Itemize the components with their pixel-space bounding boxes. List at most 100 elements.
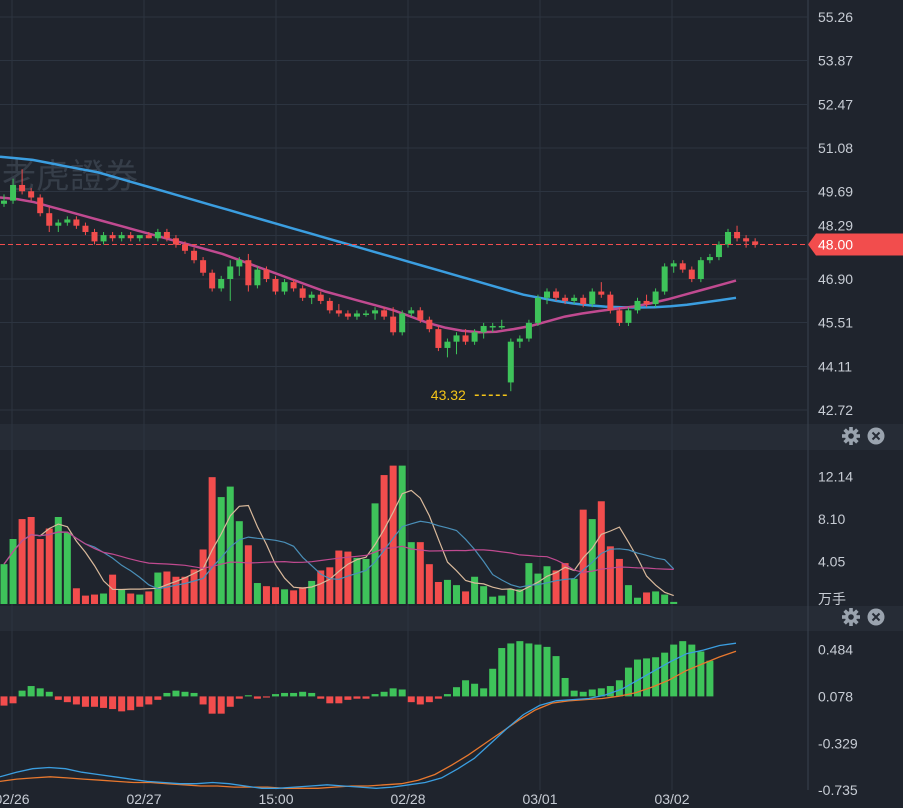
candle bbox=[489, 322, 496, 333]
volume-close-icon[interactable] bbox=[867, 427, 885, 445]
volume-bar bbox=[145, 591, 153, 604]
candle bbox=[182, 241, 188, 254]
volume-settings-gear-icon[interactable] bbox=[842, 427, 860, 445]
volume-bar bbox=[208, 477, 216, 604]
candle bbox=[589, 288, 596, 308]
volume-bar bbox=[136, 594, 144, 604]
candle-body bbox=[697, 260, 704, 279]
macd-bar bbox=[136, 696, 144, 707]
candle-body bbox=[580, 297, 587, 305]
macd-bar bbox=[326, 696, 334, 704]
candle-body bbox=[191, 250, 198, 261]
macd-bar bbox=[480, 688, 488, 697]
candle-body bbox=[82, 225, 89, 232]
price-axis-labels: 55.26 53.87 52.47 51.08 49.69 48.29 46.90 45.51… bbox=[818, 9, 853, 418]
volume-bar bbox=[624, 585, 632, 604]
macd-bar bbox=[18, 690, 26, 697]
candle bbox=[444, 338, 451, 358]
candle bbox=[127, 231, 134, 242]
price-tick-label: 55.26 bbox=[818, 9, 853, 25]
candle-body bbox=[544, 291, 550, 298]
volume-bar bbox=[552, 570, 560, 604]
price-tick-label: 44.11 bbox=[818, 358, 852, 374]
macd-bar bbox=[498, 648, 506, 697]
candle bbox=[390, 307, 397, 336]
candle-body bbox=[100, 235, 107, 242]
macd-bar bbox=[290, 692, 298, 697]
candle-body bbox=[625, 310, 632, 323]
candle bbox=[381, 307, 388, 320]
gear-tooth bbox=[849, 622, 853, 626]
macd-bar bbox=[217, 696, 225, 714]
macd-bar bbox=[624, 667, 632, 697]
candle bbox=[544, 288, 550, 305]
volume-bar bbox=[317, 570, 325, 604]
volume-bar bbox=[525, 563, 533, 604]
candle-body bbox=[299, 288, 306, 298]
price-gridlines bbox=[0, 0, 808, 790]
macd-bar bbox=[181, 691, 189, 697]
candle-body bbox=[91, 231, 98, 242]
volume-bar bbox=[480, 586, 488, 604]
macd-bar bbox=[606, 686, 614, 697]
price-tick-label: 52.47 bbox=[818, 96, 853, 112]
candle bbox=[28, 188, 35, 201]
candle-body bbox=[326, 300, 333, 311]
volume-bar bbox=[652, 591, 660, 604]
candle bbox=[46, 206, 53, 232]
candle bbox=[254, 266, 261, 289]
macd-tick-label: -0.329 bbox=[818, 735, 858, 751]
volume-bar bbox=[326, 567, 334, 604]
macd-settings-gear-icon[interactable] bbox=[842, 608, 860, 626]
candle-body bbox=[28, 191, 35, 198]
candle-body bbox=[154, 231, 161, 239]
candle-body bbox=[562, 297, 569, 301]
macd-bar bbox=[407, 696, 415, 703]
candle-body bbox=[489, 326, 496, 328]
candle bbox=[163, 228, 170, 242]
gear-tooth bbox=[849, 441, 853, 445]
candle-body bbox=[109, 235, 116, 239]
macd-bar bbox=[36, 688, 44, 697]
candle bbox=[571, 294, 578, 305]
macd-bar bbox=[688, 644, 696, 697]
candle bbox=[706, 253, 713, 264]
volume-ma20-line bbox=[3, 531, 674, 573]
candle-body bbox=[263, 269, 270, 279]
candle-body bbox=[245, 260, 252, 286]
volume-bar bbox=[100, 593, 108, 604]
candle bbox=[534, 294, 541, 327]
candle bbox=[743, 235, 750, 248]
macd-bar bbox=[0, 696, 8, 706]
candle bbox=[154, 228, 161, 242]
candle-body bbox=[598, 291, 605, 295]
volume-bar bbox=[371, 503, 379, 604]
macd-bar bbox=[45, 691, 53, 697]
macd-close-icon[interactable] bbox=[867, 608, 885, 626]
candle bbox=[136, 235, 143, 242]
candle bbox=[91, 228, 98, 245]
candle bbox=[752, 238, 759, 248]
candle bbox=[109, 231, 116, 242]
candle bbox=[453, 332, 460, 355]
volume-ma10-line bbox=[3, 520, 675, 590]
volume-bar bbox=[54, 516, 62, 604]
candle-body bbox=[725, 231, 731, 245]
candle bbox=[616, 307, 623, 327]
gear-tooth bbox=[849, 427, 853, 431]
volume-bar bbox=[543, 566, 551, 604]
candle-body bbox=[308, 294, 315, 298]
volume-bar bbox=[226, 486, 234, 604]
macd-settings-gear-icon bbox=[842, 608, 860, 626]
volume-bar bbox=[389, 465, 397, 604]
volume-bar bbox=[453, 585, 460, 604]
candle bbox=[10, 178, 17, 204]
volume-bar bbox=[561, 563, 569, 604]
volume-bar bbox=[362, 558, 370, 604]
candle-body bbox=[480, 326, 487, 333]
candle bbox=[372, 307, 379, 320]
volume-bar bbox=[615, 558, 623, 604]
candle-body bbox=[163, 231, 170, 239]
candle bbox=[100, 231, 107, 245]
